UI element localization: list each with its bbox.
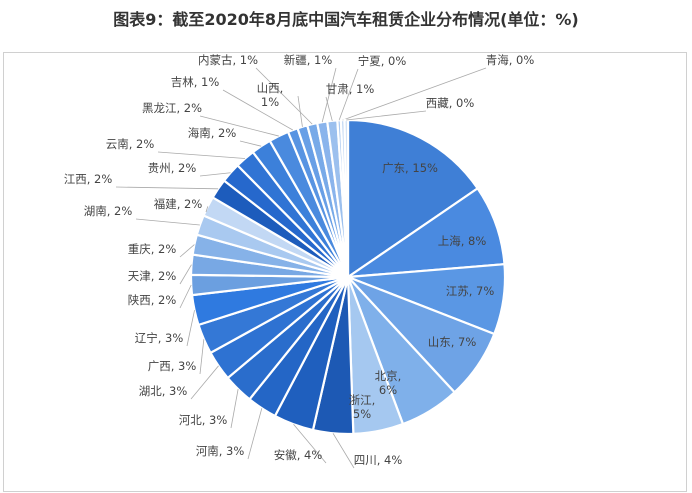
leader-line [293,423,327,464]
leader-line [186,310,195,347]
data-label-海南: 海南, 2% [188,126,237,140]
leader-line [239,140,262,147]
leader-line [255,67,313,125]
leader-line [338,68,359,121]
data-label-广东: 广东, 15% [382,161,438,175]
data-label-山东: 山东, 7% [428,335,477,349]
leader-line [205,206,209,213]
leader-line [230,389,239,429]
leader-line [115,186,219,190]
leader-line [179,264,192,285]
data-label-河南: 河南, 3% [196,444,245,458]
data-label-天津: 天津, 2% [128,269,177,283]
data-label-河北: 河北, 3% [179,413,228,427]
leader-line [342,67,487,121]
leader-line [199,339,205,375]
data-label-甘肃: 甘肃, 1% [326,82,375,96]
leader-line [321,67,337,123]
data-label-上海: 上海, 8% [438,234,487,248]
chart-frame [3,52,687,492]
leader-line [135,218,200,226]
leader-line [297,95,303,127]
leader-line [179,284,192,309]
data-label-广西: 广西, 3% [148,359,197,373]
leader-line [157,151,246,159]
data-label-湖北: 湖北, 3% [139,384,188,398]
chart-title: 图表9：截至2020年8月底中国汽车租赁企业分布情况(单位：%) [113,10,579,29]
leader-line [179,244,195,258]
leader-line [190,365,219,400]
data-label-宁夏: 宁夏, 0% [358,54,407,68]
data-label-西藏: 西藏, 0% [426,96,475,110]
leader-line [247,408,263,460]
data-label-新疆: 新疆, 1% [284,53,333,67]
data-label-内蒙古: 内蒙古, 1% [198,53,258,67]
data-label-四川: 四川, 4% [354,453,403,467]
leader-line [199,172,231,177]
data-label-江西: 江西, 2% [64,172,113,186]
data-label-北京: 北京, 6% [375,369,402,397]
data-label-浙江: 浙江, 5% [349,393,376,421]
leader-line [199,115,279,137]
leader-line [332,433,355,469]
data-label-云南: 云南, 2% [106,137,155,151]
data-label-安徽: 安徽, 4% [274,448,323,462]
data-label-辽宁: 辽宁, 3% [135,331,184,345]
data-label-山西: 山西, 1% [257,81,284,109]
data-label-吉林: 吉林, 1% [171,75,220,89]
data-label-湖南: 湖南, 2% [84,204,133,218]
data-label-福建: 福建, 2% [154,197,203,211]
leader-line [325,96,333,121]
leader-line [346,110,427,121]
data-label-青海: 青海, 0% [486,53,535,67]
leader-line [222,89,293,131]
data-label-江苏: 江苏, 7% [446,284,495,298]
data-label-陕西: 陕西, 2% [128,293,177,307]
data-label-黑龙江: 黑龙江, 2% [142,101,202,115]
data-label-贵州: 贵州, 2% [148,161,197,175]
data-label-重庆: 重庆, 2% [128,242,177,256]
pie-slice-广东 [346,118,480,280]
